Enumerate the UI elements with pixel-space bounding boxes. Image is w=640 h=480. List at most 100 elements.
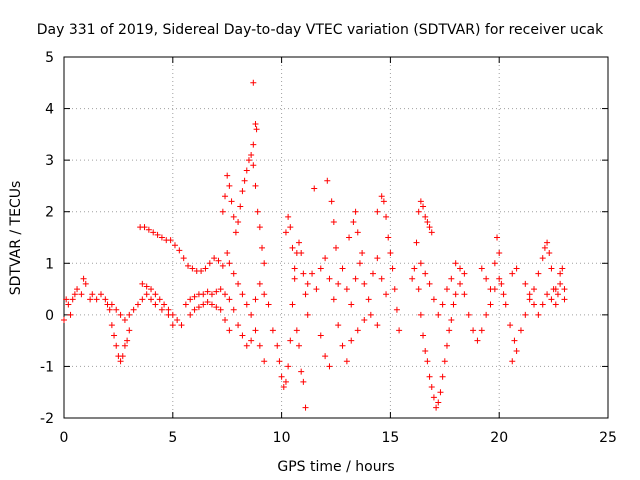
- data-point: [239, 291, 246, 298]
- data-point: [296, 342, 303, 349]
- y-tick-label: -2: [40, 411, 54, 427]
- data-point: [289, 301, 296, 308]
- data-point: [169, 311, 176, 318]
- data-point: [383, 291, 390, 298]
- data-point: [211, 255, 218, 262]
- data-point: [446, 327, 453, 334]
- data-point: [134, 301, 141, 308]
- data-point: [348, 337, 355, 344]
- data-point: [546, 249, 553, 256]
- data-point: [494, 234, 501, 241]
- data-point: [219, 262, 226, 269]
- data-point: [552, 301, 559, 308]
- data-point: [393, 306, 400, 313]
- data-point: [500, 291, 507, 298]
- data-point: [191, 306, 198, 313]
- data-point: [139, 296, 146, 303]
- data-point: [178, 322, 185, 329]
- data-point: [241, 177, 248, 184]
- data-point: [226, 182, 233, 189]
- data-point: [69, 296, 76, 303]
- data-point: [121, 317, 128, 324]
- y-tick-label: 1: [45, 256, 54, 272]
- data-point: [252, 121, 259, 128]
- data-point: [250, 79, 257, 86]
- data-point: [557, 270, 564, 277]
- data-point: [522, 280, 529, 287]
- data-point: [359, 249, 366, 256]
- data-point: [478, 265, 485, 272]
- data-point: [430, 296, 437, 303]
- data-point: [106, 306, 113, 313]
- data-point: [80, 275, 87, 282]
- data-point: [374, 322, 381, 329]
- data-point: [191, 293, 198, 300]
- data-point: [117, 358, 124, 365]
- data-point: [426, 224, 433, 231]
- data-point: [417, 260, 424, 267]
- data-point: [152, 301, 159, 308]
- data-point: [113, 342, 120, 349]
- data-point: [141, 224, 148, 231]
- data-point: [413, 239, 420, 246]
- data-point: [165, 306, 172, 313]
- data-point: [304, 280, 311, 287]
- data-point: [343, 358, 350, 365]
- data-point: [441, 358, 448, 365]
- data-point: [156, 296, 163, 303]
- data-point: [385, 234, 392, 241]
- data-point: [422, 270, 429, 277]
- data-point: [204, 298, 211, 305]
- data-point: [330, 296, 337, 303]
- data-point: [226, 260, 233, 267]
- data-point: [228, 198, 235, 205]
- data-point: [304, 311, 311, 318]
- data-point: [437, 389, 444, 396]
- data-point: [169, 322, 176, 329]
- data-point: [145, 226, 152, 233]
- y-tick-label: 0: [45, 308, 54, 324]
- y-tick-label: 5: [45, 50, 54, 66]
- data-point: [243, 342, 250, 349]
- data-point: [559, 265, 566, 272]
- data-point: [322, 353, 329, 360]
- data-point: [424, 219, 431, 226]
- data-point: [383, 213, 390, 220]
- data-point: [117, 311, 124, 318]
- data-point: [324, 177, 331, 184]
- data-point: [333, 244, 339, 251]
- data-point: [230, 270, 237, 277]
- data-point: [474, 337, 481, 344]
- data-point: [531, 301, 538, 308]
- data-point: [326, 363, 333, 370]
- data-point: [544, 291, 551, 298]
- data-point: [250, 162, 257, 169]
- x-axis-ticks: 0 5 10 15 20 25: [60, 57, 617, 446]
- data-point: [121, 342, 128, 349]
- data-point: [409, 275, 416, 282]
- data-point: [317, 265, 324, 272]
- data-point: [531, 286, 538, 293]
- data-point: [124, 337, 131, 344]
- data-point: [217, 286, 224, 293]
- y-tick-label: 2: [45, 205, 54, 221]
- data-point: [248, 337, 255, 344]
- data-point: [420, 332, 427, 339]
- y-tick-label: 3: [45, 153, 54, 169]
- data-point: [161, 301, 168, 308]
- x-tick-label: 25: [599, 430, 617, 446]
- data-point: [391, 286, 398, 293]
- data-point: [483, 275, 490, 282]
- data-point: [287, 337, 294, 344]
- data-point: [265, 301, 272, 308]
- data-point: [435, 311, 442, 318]
- x-axis-label: GPS time / hours: [277, 459, 394, 475]
- data-point: [487, 301, 494, 308]
- x-tick-label: 0: [60, 430, 69, 446]
- data-point: [300, 378, 307, 385]
- data-point: [470, 327, 477, 334]
- data-point: [226, 327, 233, 334]
- data-point: [561, 286, 568, 293]
- data-point: [282, 378, 289, 385]
- data-point: [182, 301, 189, 308]
